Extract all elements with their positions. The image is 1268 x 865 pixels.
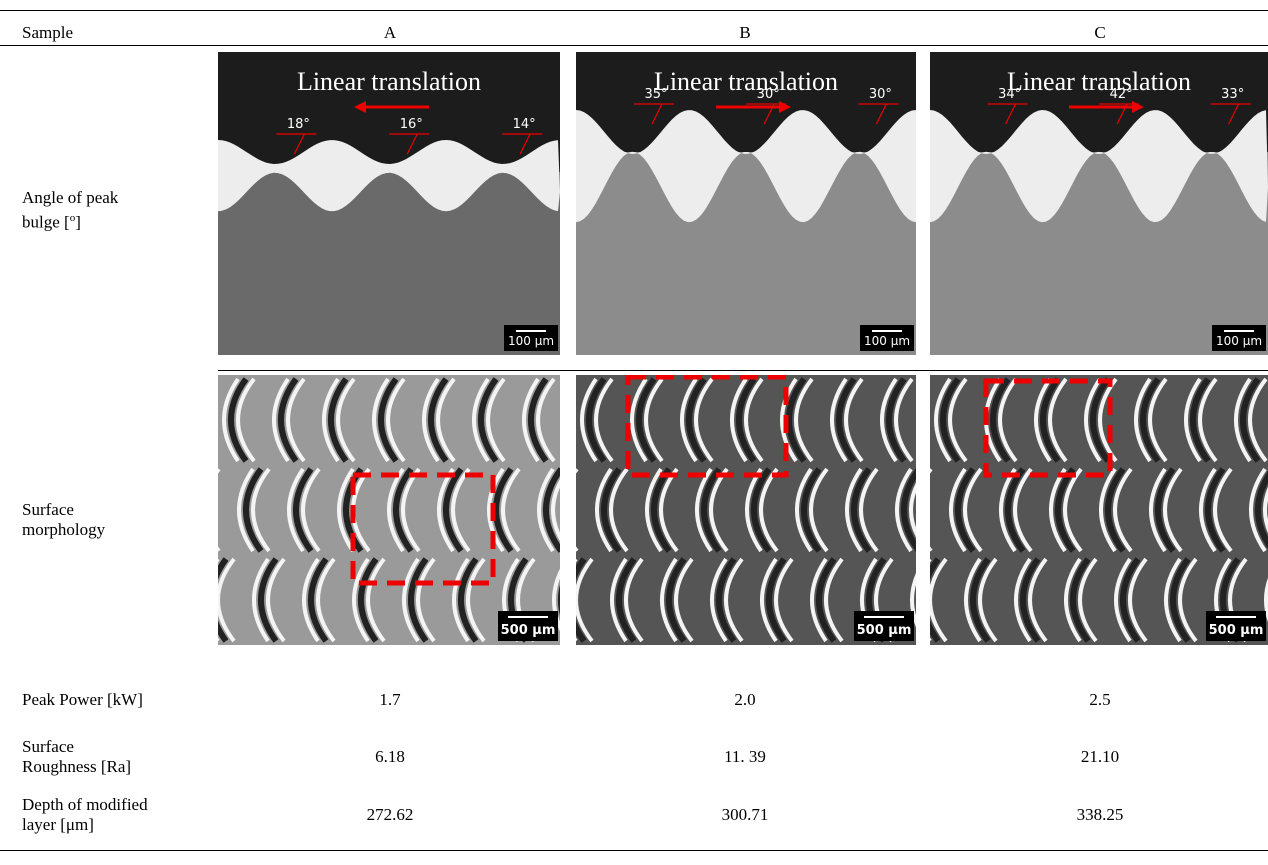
scale-label: 100 µm (508, 334, 554, 348)
angle-label: 30° (757, 87, 780, 102)
angle-label: 35° (644, 87, 667, 102)
row-label: Depth of modifiedlayer [μm] (22, 795, 148, 835)
row-label: Angle of peak bulge [o] (22, 188, 118, 233)
label-line: bulge [o] (22, 208, 118, 233)
cross-section-image: Linear translation 18° 16° 14° 100 µm (218, 52, 560, 355)
table-cell: 1.7 (379, 690, 400, 710)
angle-label: 30° (869, 87, 892, 102)
image-rule (218, 370, 1268, 371)
header-cell: A (384, 23, 396, 43)
scale-label: 500 µm (1209, 623, 1264, 638)
surface-image: 500 µm (576, 375, 916, 645)
table-cell: 272.62 (367, 805, 414, 825)
table-cell: 11. 39 (724, 747, 766, 767)
angle-label: 16° (400, 117, 423, 132)
angle-label: 33° (1221, 87, 1244, 102)
header-cell: Sample (22, 23, 73, 43)
angle-label: 14° (513, 117, 536, 132)
scale-label: 500 µm (857, 623, 912, 638)
page: Sample A B C Angle of peak bulge [o] Sur… (0, 0, 1268, 865)
header-rule (0, 45, 1268, 46)
table-cell: 2.0 (734, 690, 755, 710)
table-cell: 21.10 (1081, 747, 1119, 767)
label-line: Angle of peak (22, 188, 118, 208)
scale-label: 100 µm (864, 334, 910, 348)
angle-label: 34° (998, 87, 1021, 102)
label-line: morphology (22, 520, 105, 540)
label-text: bulge [ (22, 213, 70, 232)
header-cell: C (1094, 23, 1105, 43)
bottom-rule (0, 850, 1268, 851)
label-line: Depth of modified (22, 795, 148, 815)
surface-image: 500 µm (218, 375, 560, 645)
label-line: Surface (22, 737, 131, 757)
angle-label: 42° (1110, 87, 1133, 102)
table-cell: 300.71 (722, 805, 769, 825)
label-text: ] (75, 213, 81, 232)
label-line: Peak Power [kW] (22, 690, 143, 710)
surface-image: 500 µm (930, 375, 1268, 645)
scale-label: 500 µm (501, 623, 556, 638)
caption: Linear translation (654, 67, 838, 96)
caption: Linear translation (297, 67, 481, 96)
header-cell: B (739, 23, 750, 43)
row-label: Surface morphology (22, 500, 105, 540)
angle-label: 18° (287, 117, 310, 132)
top-rule (0, 10, 1268, 11)
row-label: SurfaceRoughness [Ra] (22, 737, 131, 777)
label-line: Roughness [Ra] (22, 757, 131, 777)
caption: Linear translation (1007, 67, 1191, 96)
scale-label: 100 µm (1216, 334, 1262, 348)
table-cell: 2.5 (1089, 690, 1110, 710)
table-cell: 6.18 (375, 747, 405, 767)
label-line: Surface (22, 500, 105, 520)
table-cell: 338.25 (1077, 805, 1124, 825)
row-label: Peak Power [kW] (22, 690, 143, 710)
label-line: layer [μm] (22, 815, 148, 835)
